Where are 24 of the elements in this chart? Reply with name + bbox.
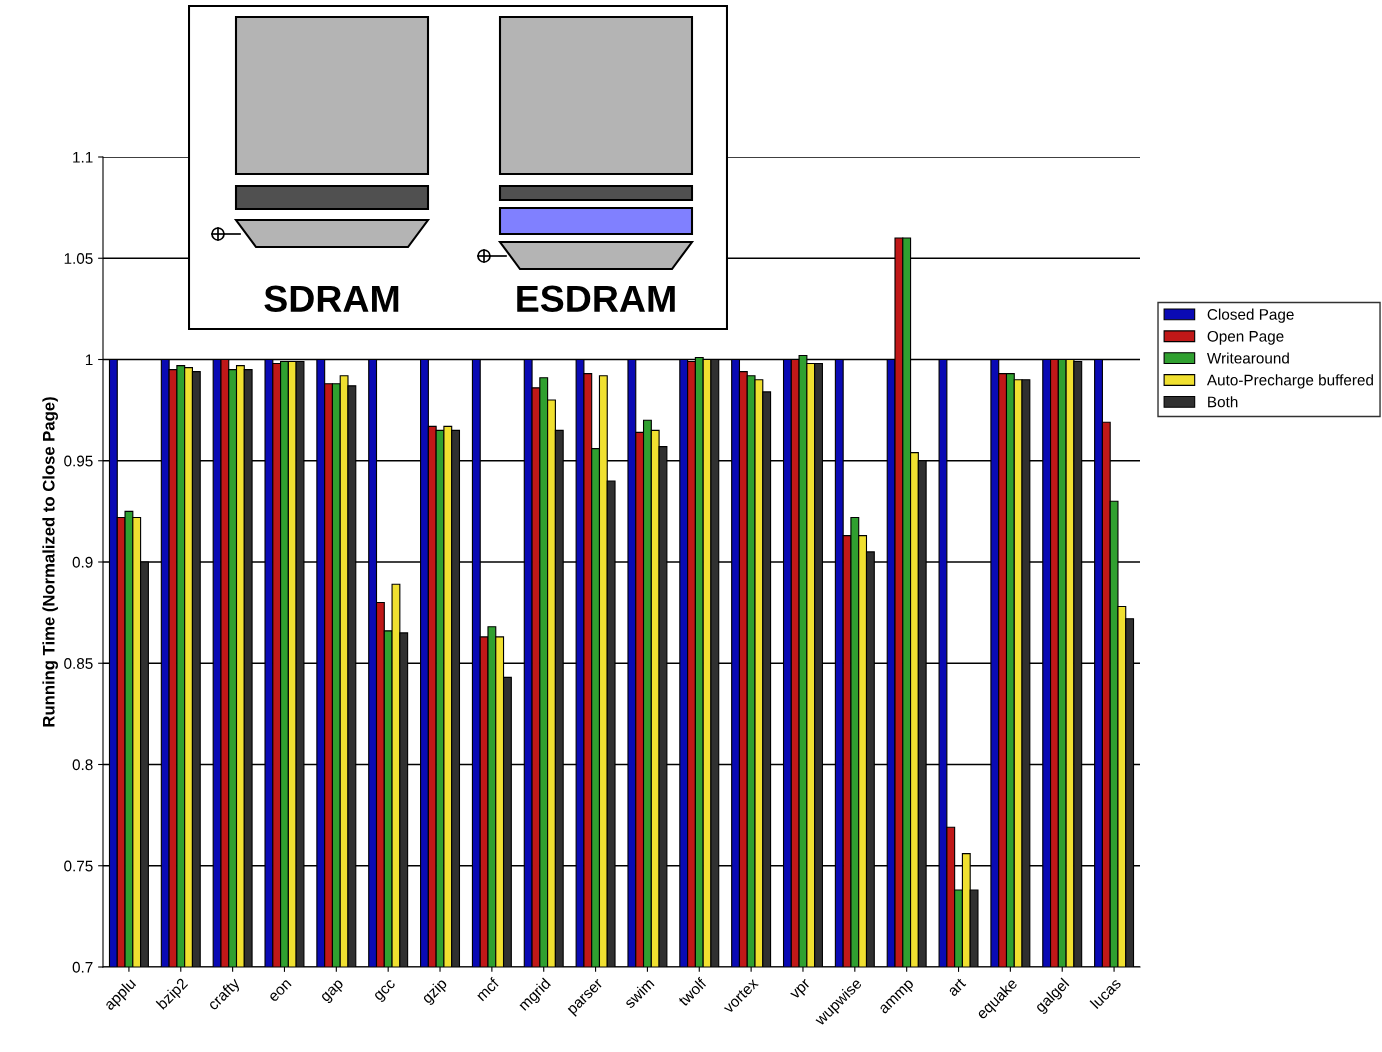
x-tick-label: gap [320, 979, 346, 1005]
legend-label: Both [1208, 396, 1238, 408]
y-tick-label: 0.85 [64, 658, 93, 669]
annotation: SDRAM [264, 285, 399, 313]
y-tick-label: 1.1 [73, 152, 93, 163]
y-tick-label: 1.05 [64, 253, 93, 264]
y-tick-label: 0.95 [64, 455, 93, 467]
y-tick-label: 0.7 [72, 961, 93, 973]
y-tick-label: 0.75 [64, 860, 93, 872]
legend-label: Open Page [1207, 330, 1284, 345]
x-tick-label: eon [268, 979, 292, 1003]
legend-label: Auto-Precharge buffered [1206, 374, 1373, 389]
y-axis-title: Running Time (Normalized to Close Page) [42, 397, 58, 727]
y-tick-label: 0.8 [72, 759, 93, 771]
y-tick-label: 0.9 [72, 556, 93, 568]
x-tick-label: gcc [373, 979, 398, 1004]
legend-label: Closed Page [1207, 308, 1294, 323]
x-tick-label: vpr [790, 978, 813, 1002]
y-tick-label: 1 [85, 354, 93, 366]
x-tick-label: mcf [475, 976, 500, 1002]
x-tick-label: gzip [420, 977, 450, 1007]
x-tick-label: art [947, 977, 967, 997]
annotation: ESDRAM [517, 285, 675, 313]
legend-label: Writearound [1206, 352, 1289, 364]
